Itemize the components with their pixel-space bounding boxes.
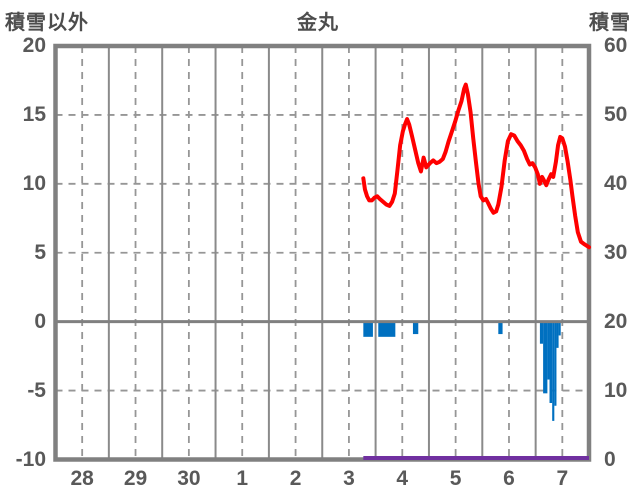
left-axis-tick: 15 [22,102,46,126]
chart-title: 金丸 [297,12,339,34]
right-axis-tick: 30 [604,240,628,264]
precipitation-bar [543,321,548,394]
left-axis-tick: -10 [15,447,46,471]
temperature-line [361,82,591,250]
x-axis-tick: 2 [289,467,302,490]
right-axis-tick: 0 [604,447,616,471]
left-axis-tick: 0 [34,309,46,333]
precipitation-bar [547,321,550,380]
precipitation-bar [556,321,559,348]
x-axis-tick: 29 [123,467,148,490]
right-axis-tick: 40 [604,171,628,195]
precipitation-bar [549,321,553,403]
x-axis-tick: 7 [556,467,569,490]
left-axis-tick: 10 [22,171,46,195]
right-axis-tick: 50 [604,102,628,126]
x-axis-tick: 5 [449,467,462,490]
plot-border [53,43,592,462]
precipitation-bar [498,321,503,335]
x-axis-tick: 1 [236,467,249,490]
left-axis-tick: 20 [22,34,46,57]
x-axis-tick: 30 [177,467,201,490]
precipitation-bar [552,321,555,421]
precipitation-bar [539,321,544,344]
left-axis-tick: -5 [27,378,46,402]
right-axis-tick: 60 [604,34,628,57]
x-axis-tick: 6 [503,467,515,490]
x-axis-tick: 3 [343,467,355,490]
left-axis-title: 積雪以外 [5,12,89,34]
right-axis-title: 積雪 [589,12,631,34]
right-axis-tick: 20 [604,309,628,333]
x-axis-tick: 4 [396,467,409,490]
precipitation-bar [378,321,396,337]
x-axis-tick: 28 [70,467,94,490]
precipitation-bar [558,321,561,336]
right-axis-tick: 10 [604,378,628,402]
precipitation-bar [412,321,419,335]
left-axis-tick: 5 [34,240,46,264]
precipitation-bar [554,321,557,406]
precipitation-bar [363,321,373,337]
